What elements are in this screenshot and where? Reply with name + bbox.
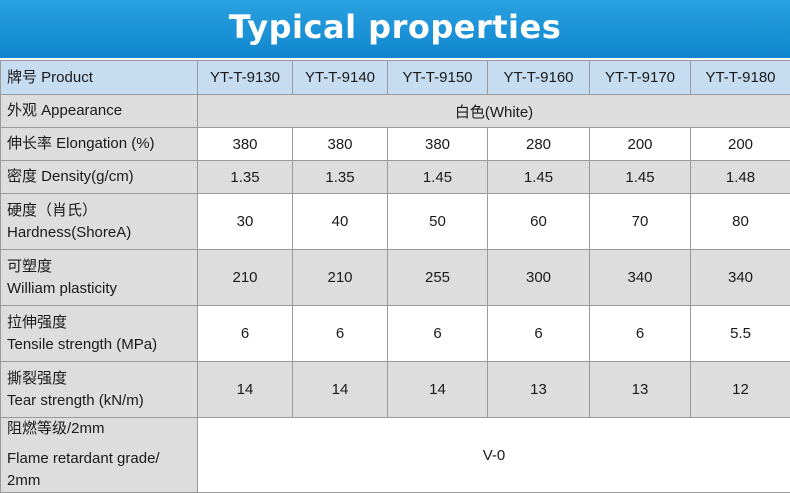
table-cell: 340 bbox=[691, 250, 790, 306]
model-header: YT-T-9170 bbox=[590, 61, 691, 95]
row-label: 外观 Appearance bbox=[1, 95, 198, 128]
table-cell: 40 bbox=[293, 194, 388, 250]
row-label-text: 外观 Appearance bbox=[7, 100, 197, 122]
table-cell: 5.5 bbox=[691, 306, 790, 362]
row-label-en: Hardness(ShoreA) bbox=[7, 222, 197, 244]
table-cell: 300 bbox=[488, 250, 590, 306]
row-label-text: 密度 Density(g/cm) bbox=[7, 166, 197, 188]
row-label: 密度 Density(g/cm) bbox=[1, 161, 198, 194]
row-label-en: Tensile strength (MPa) bbox=[7, 334, 197, 356]
row-label-text: 伸长率 Elongation (%) bbox=[7, 133, 197, 155]
table-cell: 12 bbox=[691, 362, 790, 418]
appearance-value: 白色(White) bbox=[198, 95, 790, 128]
table-cell: 255 bbox=[388, 250, 488, 306]
properties-table: 牌号 Product YT-T-9130 YT-T-9140 YT-T-9150… bbox=[0, 60, 790, 493]
header-row: 牌号 Product YT-T-9130 YT-T-9140 YT-T-9150… bbox=[1, 61, 790, 95]
table-cell: 14 bbox=[388, 362, 488, 418]
table-cell: 1.35 bbox=[198, 161, 293, 194]
table-cell: 210 bbox=[198, 250, 293, 306]
row-label: 可塑度 William plasticity bbox=[1, 250, 198, 306]
row-label: 阻燃等级/2mm Flame retardant grade/ 2mm bbox=[1, 418, 198, 493]
table-cell: 6 bbox=[590, 306, 691, 362]
row-label: 伸长率 Elongation (%) bbox=[1, 128, 198, 161]
table-row: 撕裂强度 Tear strength (kN/m) 14 14 14 13 13… bbox=[1, 362, 790, 418]
table-cell: 340 bbox=[590, 250, 691, 306]
table-cell: 280 bbox=[488, 128, 590, 161]
table-cell: 1.45 bbox=[488, 161, 590, 194]
table-cell: 380 bbox=[388, 128, 488, 161]
table-cell: 380 bbox=[198, 128, 293, 161]
table-cell: 6 bbox=[293, 306, 388, 362]
table-row: 外观 Appearance 白色(White) bbox=[1, 95, 790, 128]
table-cell: 6 bbox=[488, 306, 590, 362]
table-cell: 14 bbox=[198, 362, 293, 418]
table-cell: 210 bbox=[293, 250, 388, 306]
table-cell: 1.48 bbox=[691, 161, 790, 194]
model-header: YT-T-9150 bbox=[388, 61, 488, 95]
flame-grade-value: V-0 bbox=[198, 418, 790, 493]
row-label-cn: 拉伸强度 bbox=[7, 312, 197, 334]
table-cell: 1.45 bbox=[388, 161, 488, 194]
model-header: YT-T-9180 bbox=[691, 61, 790, 95]
table-cell: 13 bbox=[590, 362, 691, 418]
row-label-en: Flame retardant grade/ 2mm bbox=[7, 448, 197, 492]
table-cell: 14 bbox=[293, 362, 388, 418]
table-cell: 80 bbox=[691, 194, 790, 250]
row-label-en: Tear strength (kN/m) bbox=[7, 390, 197, 412]
table-cell: 60 bbox=[488, 194, 590, 250]
table-row: 阻燃等级/2mm Flame retardant grade/ 2mm V-0 bbox=[1, 418, 790, 493]
model-header: YT-T-9130 bbox=[198, 61, 293, 95]
table-row: 密度 Density(g/cm) 1.35 1.35 1.45 1.45 1.4… bbox=[1, 161, 790, 194]
table-cell: 200 bbox=[590, 128, 691, 161]
model-header: YT-T-9160 bbox=[488, 61, 590, 95]
model-header: YT-T-9140 bbox=[293, 61, 388, 95]
table-cell: 6 bbox=[198, 306, 293, 362]
table-cell: 380 bbox=[293, 128, 388, 161]
row-label-cn: 撕裂强度 bbox=[7, 368, 197, 390]
row-label-cn: 阻燃等级/2mm bbox=[7, 418, 197, 440]
row-label: 拉伸强度 Tensile strength (MPa) bbox=[1, 306, 198, 362]
table-cell: 1.45 bbox=[590, 161, 691, 194]
row-label: 硬度（肖氏） Hardness(ShoreA) bbox=[1, 194, 198, 250]
row-label: 撕裂强度 Tear strength (kN/m) bbox=[1, 362, 198, 418]
table-cell: 6 bbox=[388, 306, 488, 362]
product-header: 牌号 Product bbox=[1, 61, 198, 95]
table-cell: 70 bbox=[590, 194, 691, 250]
row-label-en: William plasticity bbox=[7, 278, 197, 300]
row-label-cn: 硬度（肖氏） bbox=[7, 200, 197, 222]
table-cell: 50 bbox=[388, 194, 488, 250]
table-cell: 13 bbox=[488, 362, 590, 418]
table-row: 可塑度 William plasticity 210 210 255 300 3… bbox=[1, 250, 790, 306]
table-cell: 200 bbox=[691, 128, 790, 161]
table-row: 硬度（肖氏） Hardness(ShoreA) 30 40 50 60 70 8… bbox=[1, 194, 790, 250]
table-cell: 1.35 bbox=[293, 161, 388, 194]
table-cell: 30 bbox=[198, 194, 293, 250]
row-label-cn: 可塑度 bbox=[7, 256, 197, 278]
table-row: 拉伸强度 Tensile strength (MPa) 6 6 6 6 6 5.… bbox=[1, 306, 790, 362]
table-row: 伸长率 Elongation (%) 380 380 380 280 200 2… bbox=[1, 128, 790, 161]
page-title: Typical properties bbox=[0, 0, 790, 58]
